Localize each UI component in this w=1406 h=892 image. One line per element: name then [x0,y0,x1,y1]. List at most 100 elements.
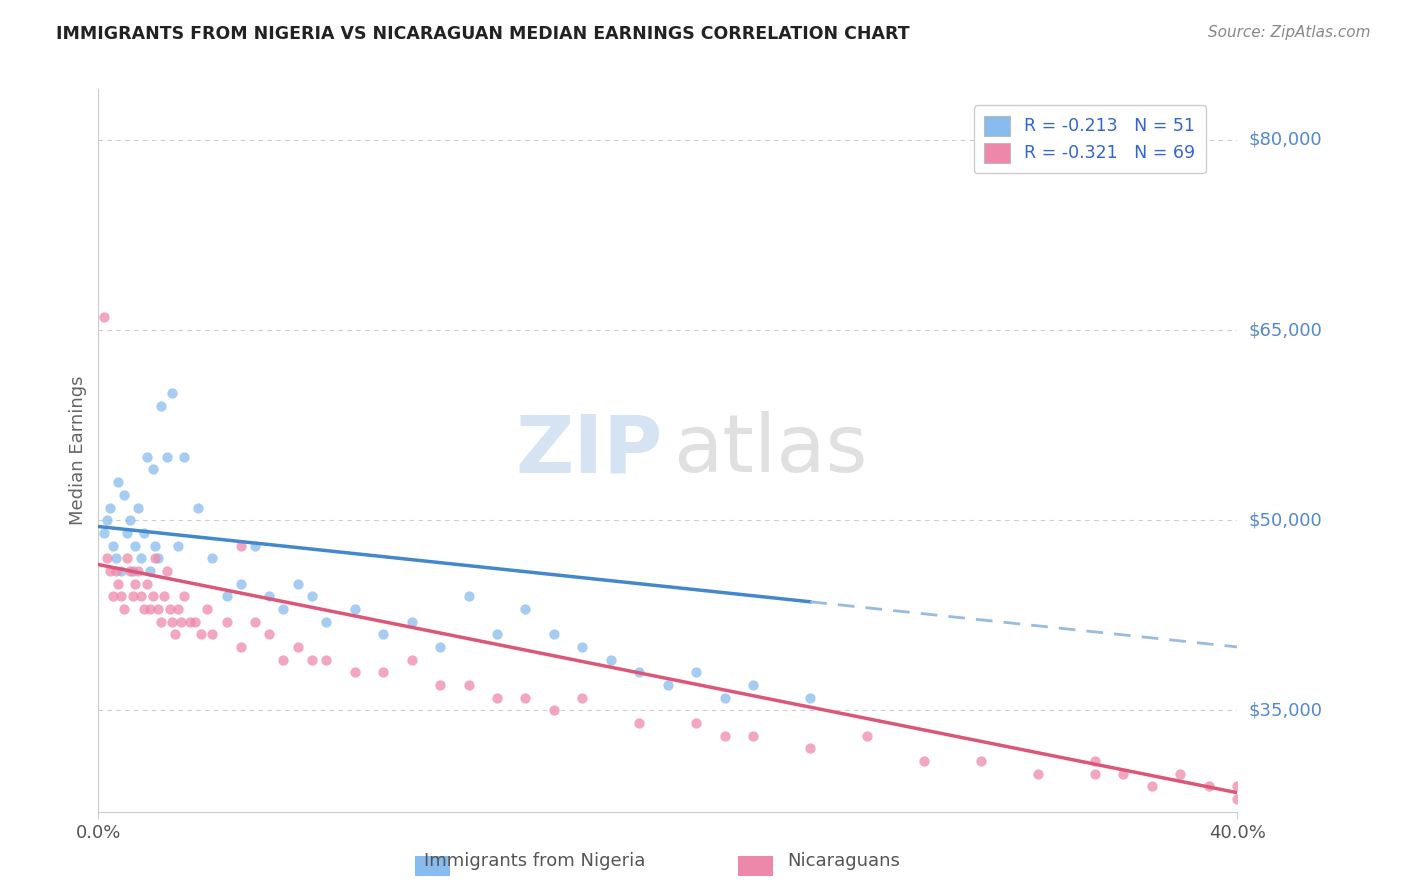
Point [153,589,176,603]
Point [101,539,124,553]
Point [243,615,266,629]
Point [600,652,623,666]
Text: IMMIGRANTS FROM NIGERIA VS NICARAGUAN MEDIAN EARNINGS CORRELATION CHART: IMMIGRANTS FROM NIGERIA VS NICARAGUAN ME… [56,25,910,43]
Point [201,627,224,641]
Y-axis label: Median Earnings: Median Earnings [69,376,87,525]
Point [1084,754,1107,768]
Point [714,690,737,705]
Point [107,576,129,591]
Point [159,602,181,616]
Point [543,627,565,641]
Point [1226,792,1249,806]
Text: atlas: atlas [673,411,868,490]
Point [1026,766,1049,780]
Point [104,564,127,578]
Point [173,450,195,464]
Point [243,539,266,553]
Point [112,602,135,616]
Point [98,500,121,515]
Point [112,488,135,502]
Point [135,450,157,464]
Point [912,754,935,768]
Point [156,564,179,578]
Point [141,589,163,603]
Point [457,589,479,603]
Point [714,729,737,743]
Point [343,665,366,680]
Point [1112,766,1135,780]
Point [287,576,309,591]
Point [1084,766,1107,780]
Point [98,564,121,578]
Point [110,564,132,578]
Point [115,551,138,566]
Point [515,690,537,705]
Point [259,627,281,641]
Point [315,615,337,629]
Point [124,576,146,591]
Point [315,652,337,666]
Point [486,690,509,705]
Point [93,310,115,325]
Point [141,462,163,476]
Point [515,602,537,616]
Point [156,450,179,464]
Point [145,539,167,553]
Point [148,602,170,616]
Point [201,551,224,566]
Text: ZIP: ZIP [515,411,662,490]
Point [628,665,651,680]
Point [107,475,129,490]
Text: Source: ZipAtlas.com: Source: ZipAtlas.com [1208,25,1371,40]
Point [127,564,149,578]
Point [1170,766,1192,780]
Point [429,678,451,692]
Point [799,690,821,705]
Point [742,678,765,692]
Point [129,589,152,603]
Point [162,615,184,629]
Point [543,703,565,717]
Point [301,652,323,666]
Point [167,602,190,616]
Point [628,716,651,731]
Point [457,678,479,692]
Point [148,551,170,566]
Point [121,564,143,578]
Point [124,539,146,553]
Point [371,627,394,641]
Point [170,615,193,629]
Point [1198,780,1220,794]
Point [138,602,160,616]
Point [96,551,118,566]
Point [685,665,707,680]
Point [287,640,309,654]
Point [104,551,127,566]
Text: $35,000: $35,000 [1249,701,1323,719]
Point [132,602,155,616]
Text: $50,000: $50,000 [1249,511,1322,529]
Point [115,525,138,540]
Point [970,754,993,768]
Point [96,513,118,527]
Point [259,589,281,603]
Point [657,678,679,692]
Point [138,564,160,578]
Point [101,589,124,603]
Point [1140,780,1163,794]
Point [93,525,115,540]
Point [165,627,187,641]
Point [132,525,155,540]
Point [121,589,143,603]
Legend: R = -0.213   N = 51, R = -0.321   N = 69: R = -0.213 N = 51, R = -0.321 N = 69 [974,105,1206,173]
Point [215,615,238,629]
Point [145,551,167,566]
Point [571,690,593,705]
Point [184,615,207,629]
Point [229,539,252,553]
Point [190,627,212,641]
Point [343,602,366,616]
Point [229,576,252,591]
Point [685,716,707,731]
Point [173,589,195,603]
